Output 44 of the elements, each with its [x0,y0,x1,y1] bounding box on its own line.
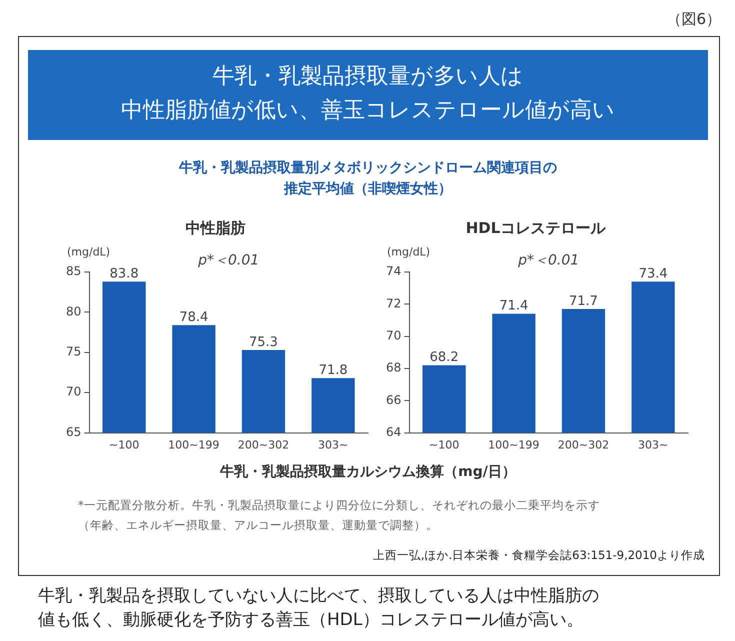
y-axis-title: (mg/dL) [387,245,430,258]
y-tick-label: 66 [386,392,402,407]
data-label: 68.2 [430,350,459,366]
text: （年齢、エネルギー摂取量、アルコール摂取量、運動量で調整）。 [78,517,439,534]
y-tick-label: 72 [386,296,402,310]
x-tick-label: 200~302 [558,438,610,452]
data-label: 71.4 [499,298,528,314]
text: p*＜0.01 [517,252,580,269]
text: p*＜0.01 [197,252,260,269]
chart-title: 中性脂肪 [186,218,246,237]
chart-title: HDLコレステロール [466,218,606,237]
text: 上西一弘,ほか.日本栄養・食糧学会誌63:151-9,2010より作成 [372,548,705,563]
y-axis-title: (mg/dL) [67,245,110,258]
y-tick-label: 85 [66,264,82,278]
y-tick-label: 65 [66,424,82,439]
text: 牛乳・乳製品摂取量が多い人は [212,63,524,91]
data-label: 71.7 [569,294,598,309]
x-tick-label: ~100 [429,438,460,452]
data-label: 78.4 [179,310,208,325]
y-tick-label: 64 [386,424,402,439]
x-tick-label: ~100 [109,438,140,452]
text: 推定平均値（非喫煙女性） [282,180,453,199]
text: 牛乳・乳製品を摂取していない人に比べて、摂取している人は中性脂肪の [38,585,600,608]
y-tick-label: 70 [66,384,82,399]
x-tick-label: 200~302 [238,438,290,452]
x-tick-label: 100~199 [488,438,540,452]
text: 牛乳・乳製品摂取量別メタボリックシンドローム関連項目の [178,159,558,178]
text: （図6） [666,10,721,29]
data-label: 71.8 [318,363,348,378]
x-tick-label: 303~ [318,438,348,452]
y-tick-label: 70 [386,328,402,342]
text: 中性脂肪値が低い、善玉コレステロール値が高い [120,97,616,125]
x-tick-label: 100~199 [168,438,220,452]
y-tick-label: 80 [66,304,82,318]
data-label: 75.3 [249,334,278,350]
x-tick-label: 303~ [638,438,668,452]
data-label: 83.8 [110,266,139,282]
y-tick-label: 74 [386,264,402,278]
x-axis-title: 牛乳・乳製品摂取量カルシウム換算（mg/日） [219,463,517,481]
data-label: 73.4 [638,266,668,282]
y-tick-label: 75 [66,344,82,359]
text: *一元配置分散分析。牛乳・乳製品摂取量により四分位に分類し、それぞれの最小二乗平均を示す [78,497,601,514]
y-tick-label: 68 [386,360,402,375]
text: 値も低く、動脈硬化を予防する善玉（HDL）コレステロール値が高い。 [38,609,584,632]
